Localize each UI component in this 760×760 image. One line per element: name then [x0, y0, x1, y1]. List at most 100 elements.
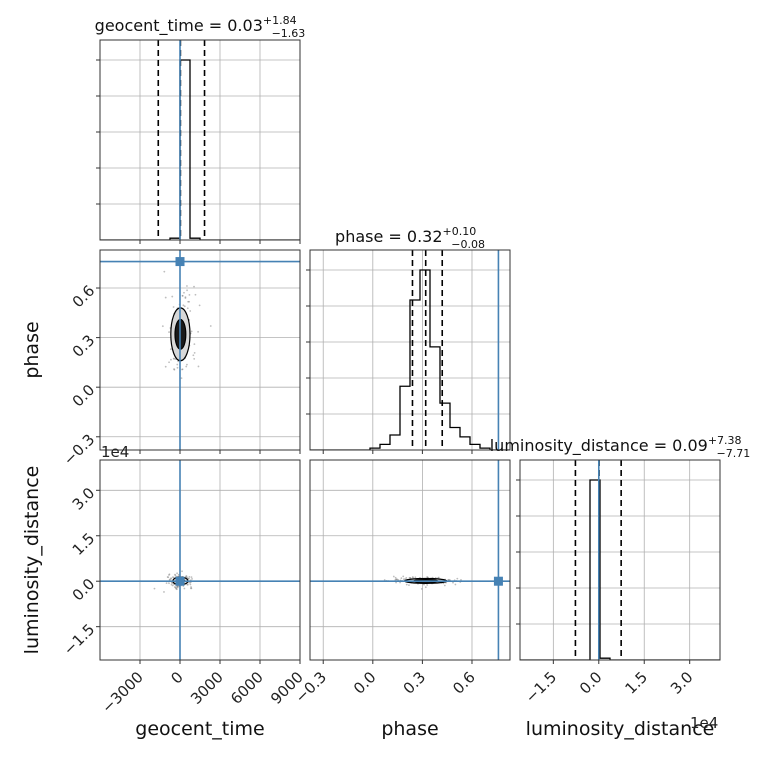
panel-frame	[519, 459, 721, 661]
sample-point	[172, 306, 175, 308]
panel-phase-vs-geocent_time: −0.3 0.0 0.3 0.6	[60, 249, 301, 469]
sample-point	[176, 366, 179, 369]
panel-luminosity_distance-vs-luminosity_distance: −1.5 0.0 1.5 3.0	[516, 459, 721, 707]
sample-point	[188, 575, 191, 578]
panel-background	[100, 40, 300, 240]
sample-point	[176, 586, 179, 589]
sample-point	[454, 583, 457, 586]
sample-point	[190, 587, 193, 590]
sample-point	[186, 289, 188, 292]
panel-luminosity_distance-vs-phase: −0.3 0.0 0.3 0.6	[292, 459, 511, 707]
panel-frame	[309, 249, 511, 451]
ylabel-phase: phase	[21, 321, 43, 378]
title-phase-minus: −0.08	[451, 238, 485, 251]
panel-luminosity_distance-vs-geocent_time: −1.50.01.53.0−3000 0 3000 6000 9000	[60, 459, 307, 717]
sample-point	[405, 583, 408, 586]
tick-label-x-phase: 0.3	[400, 668, 430, 698]
sample-point	[165, 582, 168, 585]
xlabel-phase: phase	[381, 718, 438, 740]
tick-label-y-phase: −0.3	[60, 430, 98, 468]
sample-point	[166, 576, 169, 578]
sample-point	[181, 294, 184, 297]
tick-label-x-geocent_time: 6000	[227, 668, 267, 708]
sample-point	[169, 578, 171, 581]
sample-point	[174, 573, 176, 576]
histogram-luminosity_distance	[520, 479, 720, 660]
panel-phase-vs-phase	[306, 249, 511, 454]
panel-frame	[99, 459, 301, 661]
sample-point	[186, 307, 189, 310]
sample-point	[164, 365, 167, 368]
title-geocent-time-plus: +1.84	[263, 14, 297, 27]
xlabel-geocent-time: geocent_time	[135, 718, 264, 740]
sample-point	[192, 354, 195, 357]
histogram-geocent_time	[100, 59, 300, 240]
offset-text-x-luminosity-distance: 1e4	[690, 714, 718, 732]
title-luminosity-distance-minus: −7.71	[717, 447, 751, 460]
sample-point	[181, 570, 183, 573]
sample-point	[409, 576, 412, 579]
tick-label-x-luminosity_distance: 1.5	[621, 668, 651, 698]
sample-point	[181, 368, 183, 371]
sample-point	[400, 577, 403, 580]
title-luminosity-distance: luminosity_distance = 0.09+7.38 −7.71	[490, 434, 751, 460]
sample-point	[402, 578, 405, 581]
sample-point	[198, 304, 201, 307]
sample-point	[426, 584, 429, 586]
sample-point	[168, 574, 170, 576]
sample-point	[189, 310, 192, 312]
sample-point	[168, 582, 170, 585]
title-luminosity-distance-text: luminosity_distance = 0.09	[490, 436, 708, 456]
title-phase-text: phase = 0.32	[335, 227, 442, 246]
title-geocent-time: geocent_time = 0.03+1.84 −1.63	[95, 14, 306, 40]
sample-point	[183, 587, 186, 590]
sample-point	[168, 361, 170, 364]
histogram-phase	[310, 269, 510, 450]
truth-marker	[175, 576, 185, 586]
sample-point	[414, 576, 417, 579]
sample-point	[420, 588, 423, 590]
sample-point	[402, 575, 405, 578]
sample-point	[161, 325, 164, 328]
sample-point	[180, 377, 183, 380]
tick-label-x-luminosity_distance: 0.0	[576, 668, 606, 698]
truth-marker	[175, 257, 185, 267]
sample-point	[395, 581, 397, 584]
tick-label-y-phase: 0.3	[69, 331, 99, 361]
sample-point	[452, 581, 454, 584]
sample-point	[424, 586, 427, 589]
sample-point	[408, 584, 410, 587]
sample-point	[412, 576, 414, 579]
sample-point	[176, 363, 179, 366]
sample-point	[173, 368, 176, 371]
sample-point	[197, 365, 200, 368]
title-luminosity-distance-plus: +7.38	[708, 434, 742, 447]
sample-point	[172, 357, 175, 360]
sample-point	[186, 583, 189, 586]
sample-point	[177, 573, 180, 576]
title-phase-plus: +0.10	[443, 225, 477, 238]
sample-point	[164, 296, 167, 299]
sample-point	[187, 300, 190, 303]
sample-point	[443, 584, 446, 587]
sample-point	[405, 577, 408, 579]
sample-point	[153, 587, 156, 590]
corner-panels: −0.3 0.0 0.3 0.6 −1.5 0.0 1.5 3.0 −3000 0 3000 6000…	[60, 39, 721, 717]
panel-frame	[99, 39, 301, 241]
sample-point	[460, 578, 462, 581]
sample-point	[193, 352, 196, 354]
tick-label-x-luminosity_distance: −1.5	[522, 668, 560, 706]
sample-point	[171, 295, 174, 298]
tick-label-x-phase: 0.0	[350, 668, 380, 698]
sample-point	[182, 304, 185, 307]
sample-point	[171, 584, 174, 587]
sample-point	[394, 576, 397, 579]
panel-frame	[309, 459, 511, 661]
xlabel-luminosity-distance: luminosity_distance	[526, 718, 715, 740]
sample-point	[188, 293, 191, 296]
tick-label-x-geocent_time: 0	[167, 668, 186, 687]
sample-point	[176, 572, 178, 575]
sample-point	[447, 578, 450, 581]
sample-point	[193, 357, 196, 360]
